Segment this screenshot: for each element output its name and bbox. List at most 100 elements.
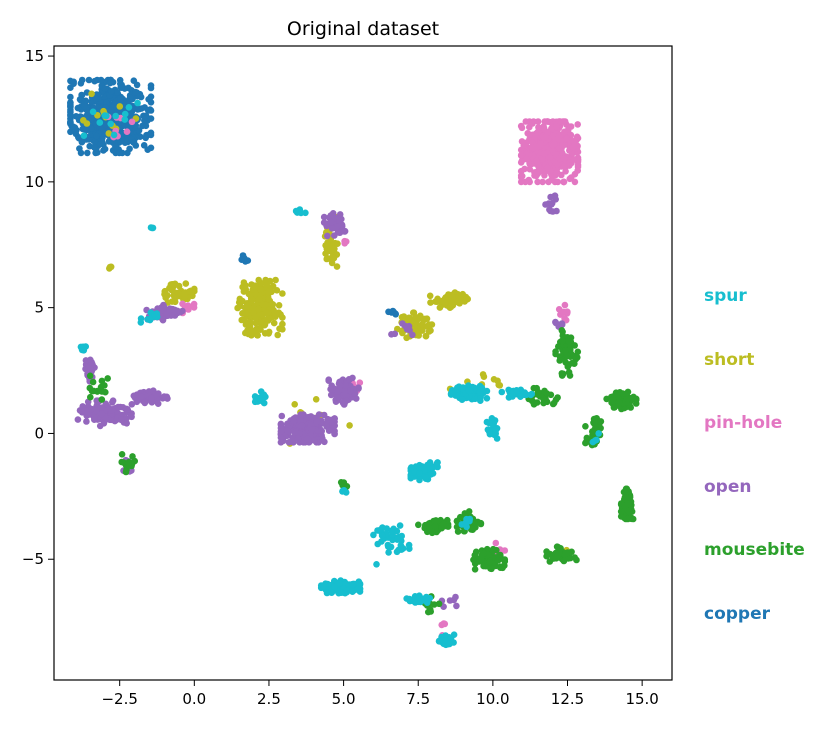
data-point-pin-hole: [536, 168, 543, 175]
data-point-mousebite: [87, 393, 94, 401]
data-point-spur: [148, 224, 156, 232]
data-point-spur: [320, 583, 327, 590]
data-point-open: [320, 411, 328, 419]
data-point-spur: [356, 580, 364, 587]
data-point-mousebite: [553, 543, 561, 550]
data-point-mousebite: [629, 515, 637, 523]
data-point-open: [179, 307, 186, 315]
data-point-open: [82, 407, 90, 415]
data-point-open: [325, 377, 333, 385]
data-point-mousebite: [98, 377, 106, 385]
data-point-copper: [392, 311, 400, 318]
data-point-pin-hole: [551, 151, 559, 158]
data-point-spur: [466, 515, 474, 523]
data-point-open: [319, 435, 326, 442]
data-point-mousebite: [543, 390, 551, 397]
data-point-open: [558, 321, 566, 328]
data-point-mousebite: [612, 391, 619, 398]
data-point-spur: [336, 580, 343, 587]
data-point-mousebite: [623, 395, 631, 403]
data-point-spur: [433, 460, 441, 467]
data-point-pin-hole: [522, 178, 529, 186]
data-point-mousebite: [118, 451, 126, 458]
data-point-spur: [80, 132, 88, 139]
data-point-short: [251, 282, 259, 290]
data-point-short: [182, 280, 190, 287]
series-copper: [67, 76, 400, 318]
data-point-short: [261, 330, 269, 337]
data-point-pin-hole: [341, 240, 349, 247]
data-point-short: [240, 288, 248, 295]
data-point-pin-hole: [501, 547, 509, 554]
data-point-open: [297, 412, 305, 420]
data-point-pin-hole: [533, 157, 540, 165]
data-point-mousebite: [546, 558, 554, 565]
data-point-copper: [92, 95, 100, 102]
data-point-mousebite: [559, 328, 566, 336]
chart-title: Original dataset: [287, 18, 439, 40]
data-point-short: [272, 276, 279, 284]
data-point-copper: [133, 81, 141, 89]
data-point-short: [279, 314, 286, 321]
data-point-mousebite: [615, 399, 622, 406]
data-point-short: [257, 286, 264, 293]
data-point-short: [269, 301, 277, 308]
data-point-open: [109, 399, 116, 406]
data-point-short: [242, 329, 249, 337]
data-point-open: [141, 399, 149, 406]
data-point-short: [265, 295, 272, 303]
data-point-open: [166, 306, 174, 314]
data-point-pin-hole: [574, 161, 582, 169]
data-point-short: [462, 296, 470, 304]
data-point-open: [327, 218, 335, 226]
data-point-mousebite: [501, 556, 509, 563]
data-point-open: [292, 428, 300, 436]
points-layer: [67, 76, 640, 649]
data-point-spur: [513, 387, 520, 394]
data-point-spur: [422, 474, 430, 481]
data-point-open: [341, 387, 349, 395]
data-point-pin-hole: [574, 121, 581, 128]
data-point-short: [415, 314, 423, 322]
data-point-mousebite: [563, 352, 570, 359]
data-point-mousebite: [477, 519, 485, 527]
data-point-short: [419, 327, 426, 334]
data-point-pin-hole: [123, 128, 131, 135]
data-point-mousebite: [560, 557, 568, 565]
data-point-pin-hole: [526, 131, 533, 138]
data-point-pin-hole: [517, 151, 525, 159]
data-point-mousebite: [104, 375, 111, 382]
data-point-open: [446, 597, 454, 604]
data-point-short: [116, 103, 124, 110]
data-point-mousebite: [574, 348, 582, 356]
data-point-mousebite: [540, 395, 547, 403]
data-point-mousebite: [486, 558, 493, 566]
data-point-spur: [343, 587, 351, 595]
data-point-open: [320, 219, 328, 226]
data-point-spur: [435, 638, 443, 645]
data-point-copper: [70, 123, 77, 131]
data-point-pin-hole: [179, 300, 186, 308]
data-point-copper: [72, 113, 80, 120]
data-point-spur: [465, 387, 473, 395]
data-point-short: [312, 396, 320, 403]
data-point-short: [334, 240, 341, 247]
data-point-short: [252, 319, 260, 327]
data-point-short: [346, 422, 353, 429]
data-point-mousebite: [624, 515, 632, 523]
data-point-open: [327, 212, 335, 219]
x-tick-label: 10.0: [476, 690, 509, 708]
data-point-open: [290, 417, 297, 425]
data-point-mousebite: [543, 548, 550, 555]
data-point-pin-hole: [567, 174, 575, 181]
data-point-pin-hole: [541, 118, 549, 125]
data-point-pin-hole: [559, 150, 566, 157]
data-point-open: [308, 426, 316, 434]
data-point-mousebite: [470, 556, 477, 564]
data-point-spur: [522, 391, 530, 398]
data-point-pin-hole: [539, 178, 546, 186]
data-point-short: [257, 326, 264, 334]
data-point-spur: [394, 536, 401, 543]
data-point-copper: [101, 145, 109, 153]
